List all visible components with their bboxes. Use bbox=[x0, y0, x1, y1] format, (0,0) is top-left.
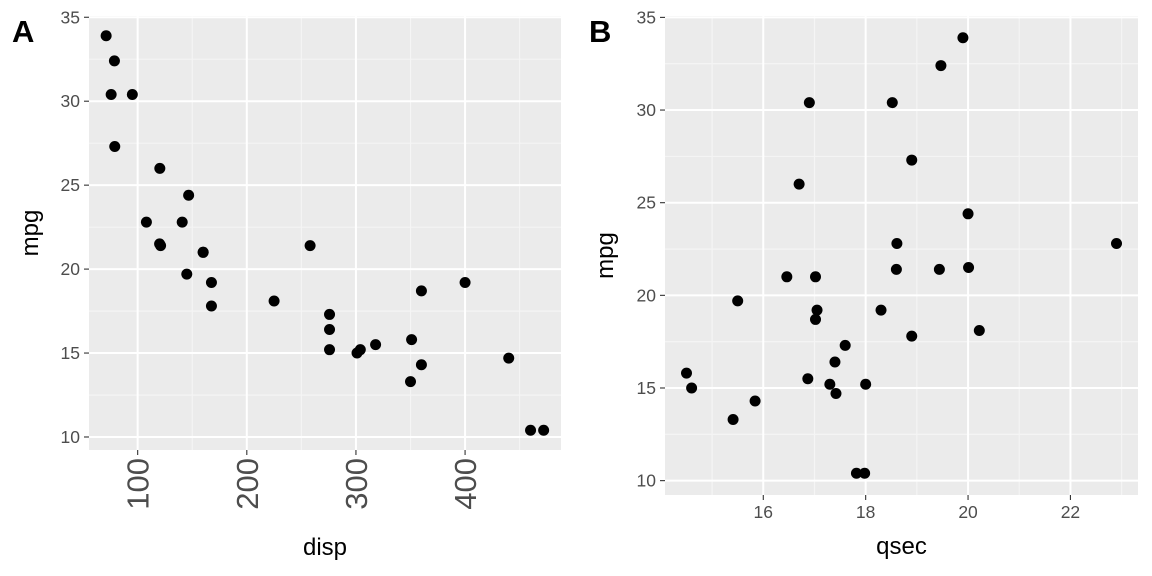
x-tick-label: 16 bbox=[754, 502, 773, 522]
data-point bbox=[811, 304, 823, 316]
y-tick-label: 35 bbox=[637, 7, 656, 27]
data-point bbox=[859, 467, 871, 479]
x-tick-label: 200 bbox=[230, 458, 265, 510]
data-point bbox=[957, 32, 969, 44]
data-point bbox=[370, 339, 382, 351]
y-tick-label: 10 bbox=[637, 471, 657, 491]
data-point bbox=[183, 189, 195, 201]
data-point bbox=[850, 467, 862, 479]
data-point bbox=[973, 325, 985, 337]
plot-panel-a bbox=[89, 16, 561, 450]
x-tick-label: 18 bbox=[856, 502, 875, 522]
data-point bbox=[503, 352, 515, 364]
y-axis-title: mpg bbox=[592, 232, 619, 279]
data-point bbox=[886, 97, 898, 109]
data-point bbox=[781, 271, 793, 283]
data-point bbox=[732, 295, 744, 307]
y-tick-label: 10 bbox=[61, 427, 81, 447]
data-point bbox=[197, 246, 209, 258]
data-point bbox=[802, 373, 814, 385]
x-tick-label: 300 bbox=[339, 458, 374, 510]
data-point bbox=[406, 334, 418, 346]
x-axis-title: disp bbox=[303, 534, 347, 561]
data-point bbox=[351, 347, 363, 359]
data-point bbox=[933, 263, 945, 275]
data-point bbox=[686, 382, 698, 394]
y-tick-label: 25 bbox=[61, 175, 80, 195]
x-axis-title: qsec bbox=[876, 533, 927, 560]
data-point bbox=[155, 240, 167, 252]
data-point bbox=[749, 395, 761, 407]
y-tick-label: 30 bbox=[61, 91, 81, 111]
data-point bbox=[727, 413, 739, 425]
data-point bbox=[205, 277, 217, 289]
data-point bbox=[126, 88, 138, 100]
data-point bbox=[459, 277, 471, 289]
x-tick-label: 22 bbox=[1061, 502, 1080, 522]
data-point bbox=[830, 388, 842, 400]
data-point bbox=[405, 376, 417, 388]
data-point bbox=[105, 88, 117, 100]
y-tick-label: 35 bbox=[61, 7, 80, 27]
data-point bbox=[810, 271, 821, 283]
data-point bbox=[824, 378, 836, 390]
data-point bbox=[860, 378, 872, 390]
data-point bbox=[205, 300, 217, 312]
data-point bbox=[324, 308, 336, 320]
data-point bbox=[935, 60, 947, 72]
y-tick-label: 15 bbox=[61, 343, 80, 363]
data-point bbox=[681, 367, 692, 379]
y-tick-label: 15 bbox=[637, 378, 656, 398]
data-point bbox=[538, 424, 550, 436]
panel-b: 10 15 20 25 30 35 16 18 20 22 qsec mpg B bbox=[589, 7, 1138, 560]
x-tick-label: 20 bbox=[958, 502, 978, 522]
data-point bbox=[304, 240, 316, 252]
data-point bbox=[906, 154, 918, 166]
y-tick-label: 30 bbox=[637, 100, 657, 120]
data-point bbox=[890, 263, 902, 275]
data-point bbox=[525, 424, 537, 436]
data-point bbox=[324, 324, 336, 336]
data-point bbox=[100, 30, 112, 42]
panel-tag-b: B bbox=[589, 14, 611, 49]
data-point bbox=[963, 262, 975, 274]
data-point bbox=[810, 313, 821, 325]
data-point bbox=[829, 356, 841, 368]
y-tick-label: 20 bbox=[637, 285, 657, 305]
data-point bbox=[415, 359, 427, 371]
data-point bbox=[793, 178, 805, 190]
data-point bbox=[803, 97, 815, 109]
x-tick-label: 100 bbox=[121, 458, 156, 510]
data-point bbox=[176, 216, 188, 228]
data-point bbox=[839, 339, 851, 351]
data-point bbox=[906, 330, 918, 342]
plot-panel-b bbox=[665, 16, 1138, 495]
y-tick-label: 25 bbox=[637, 193, 656, 213]
data-point bbox=[154, 162, 166, 174]
data-point bbox=[108, 55, 120, 67]
data-point bbox=[324, 344, 336, 356]
y-tick-label: 20 bbox=[61, 259, 81, 279]
x-tick-label: 400 bbox=[448, 458, 483, 510]
data-point bbox=[140, 216, 152, 228]
data-point bbox=[875, 304, 887, 316]
panel-tag-a: A bbox=[12, 14, 34, 49]
panel-a: 10 15 20 25 30 35 100 200 300 400 disp mpg A bbox=[12, 7, 561, 561]
data-point bbox=[109, 141, 121, 153]
y-axis-title: mpg bbox=[17, 210, 44, 257]
data-point bbox=[181, 268, 193, 280]
data-point bbox=[1111, 237, 1122, 249]
data-point bbox=[268, 295, 280, 307]
data-point bbox=[891, 237, 903, 249]
data-point bbox=[415, 285, 427, 297]
data-point bbox=[962, 208, 974, 220]
